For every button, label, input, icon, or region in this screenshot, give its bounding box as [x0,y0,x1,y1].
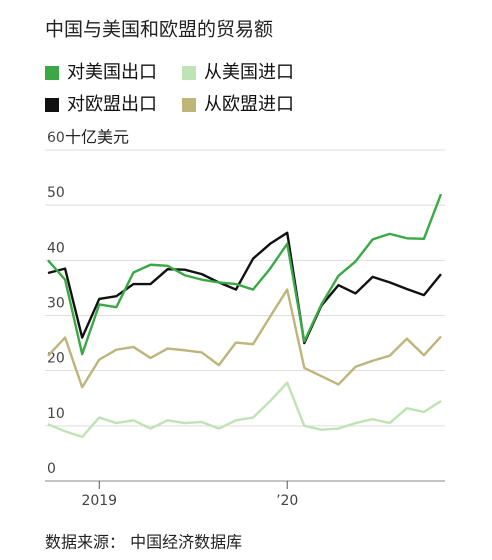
legend-label: 从欧盟进口 [204,94,294,115]
legend-swatch [182,98,196,112]
legend-swatch [182,66,196,80]
y-tick-label: 20 [47,351,65,367]
chart-title: 中国与美国和欧盟的贸易额 [45,19,273,41]
legend-label: 从美国进口 [204,62,294,83]
legend-swatch [45,66,59,80]
y-tick-label: 60 [47,130,65,146]
y-tick-label: 10 [47,406,65,422]
legend-label: 对欧盟出口 [67,94,157,115]
series-line [47,231,442,345]
y-tick-label: 0 [47,461,56,477]
legend-label: 对美国出口 [67,62,157,83]
series-line [47,193,443,356]
source: 数据来源： 中国经济数据库 [45,533,242,552]
series-line [47,381,442,439]
x-tick-label: ’20 [276,493,298,509]
x-tick-label: 2019 [81,493,117,509]
y-axis-label: 十亿美元 [65,128,129,147]
y-tick-label: 30 [47,296,65,312]
legend-swatch [45,98,59,112]
y-tick-label: 40 [47,240,65,256]
y-tick-label: 50 [47,185,65,201]
series-line [47,288,442,389]
